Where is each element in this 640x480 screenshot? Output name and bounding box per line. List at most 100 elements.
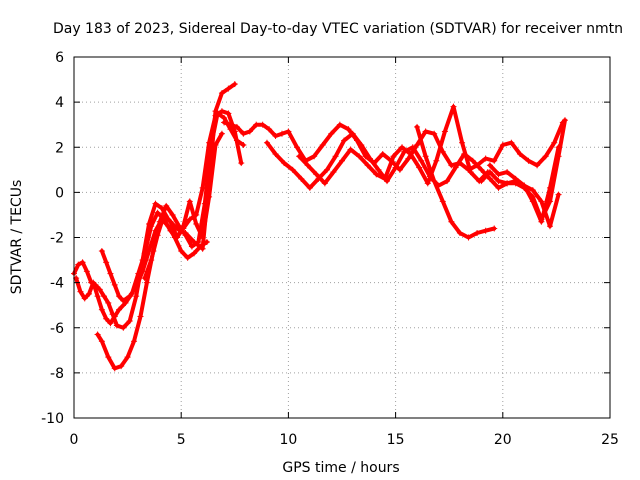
data-point (373, 171, 380, 178)
data-point (504, 180, 511, 187)
data-point (512, 175, 519, 182)
data-point (416, 164, 423, 171)
data-point (113, 322, 120, 329)
data-point (206, 193, 213, 200)
series-line (99, 217, 209, 303)
data-point (139, 268, 146, 275)
data-point (534, 162, 541, 169)
data-point (495, 184, 502, 191)
data-point (105, 354, 112, 361)
x-axis-label: GPS time / hours (282, 460, 399, 476)
data-point (120, 297, 127, 304)
data-point (225, 110, 232, 117)
data-point (188, 243, 195, 250)
data-point (83, 268, 90, 275)
data-point (478, 178, 485, 185)
data-point (538, 198, 545, 205)
data-point (298, 175, 305, 182)
data-point (339, 157, 345, 164)
data-point (141, 275, 148, 282)
y-tick-label: 0 (55, 185, 64, 201)
data-point (180, 223, 187, 230)
data-point (431, 130, 438, 137)
x-tick-label: 15 (387, 432, 405, 448)
data-point (491, 225, 498, 232)
data-point (304, 162, 311, 169)
data-point (214, 110, 221, 117)
data-point (450, 103, 457, 110)
data-point (555, 191, 562, 198)
data-point (182, 232, 189, 239)
data-point (227, 121, 234, 128)
data-point (431, 178, 438, 185)
data-point (289, 166, 296, 173)
data-point (508, 139, 515, 146)
data-point (81, 295, 88, 302)
y-tick-label: -10 (41, 411, 64, 427)
data-point (195, 239, 202, 246)
data-point (330, 169, 337, 176)
data-point (218, 90, 225, 97)
data-point (551, 139, 558, 146)
y-tick-label: -4 (50, 276, 64, 292)
data-point (347, 146, 354, 153)
series-arc-5 (141, 130, 225, 282)
data-point (98, 306, 105, 313)
data-point (516, 151, 523, 158)
data-point (358, 141, 365, 148)
data-point (321, 180, 328, 187)
data-point (332, 153, 339, 160)
data-point (293, 144, 300, 151)
data-point (263, 139, 270, 146)
data-point (319, 141, 326, 148)
y-tick-label: -6 (50, 321, 64, 337)
data-point (414, 123, 421, 130)
chart-title: Day 183 of 2023, Sidereal Day-to-day VTE… (53, 21, 623, 37)
data-point (94, 293, 101, 300)
x-tick-label: 20 (494, 432, 512, 448)
data-point (546, 198, 553, 205)
data-point (313, 171, 320, 178)
data-point (538, 216, 545, 223)
y-axis-label: SDTVAR / TECUs (9, 180, 25, 295)
data-point (133, 284, 140, 291)
data-point (218, 130, 225, 137)
data-point (148, 257, 155, 264)
data-point (75, 261, 82, 268)
data-point (146, 248, 153, 255)
data-point (86, 290, 93, 297)
data-point (364, 162, 371, 169)
data-point (116, 293, 123, 300)
y-tick-label: -8 (50, 366, 64, 382)
data-point (259, 121, 266, 128)
data-point (186, 216, 193, 223)
data-point (143, 279, 150, 286)
data-point (405, 155, 412, 162)
data-point (561, 117, 568, 124)
data-point (422, 128, 429, 135)
data-point (542, 153, 549, 160)
data-point (111, 365, 118, 372)
data-point (105, 299, 112, 306)
data-point (96, 286, 103, 293)
data-point (225, 85, 232, 92)
data-point (504, 169, 511, 176)
data-point (94, 331, 101, 338)
data-point (278, 130, 285, 137)
data-point (191, 250, 198, 257)
data-point (178, 248, 185, 255)
data-point (482, 227, 489, 234)
data-point (169, 211, 176, 218)
data-point (336, 121, 343, 128)
data-point (118, 363, 125, 370)
data-point (306, 184, 313, 191)
data-point (163, 202, 170, 209)
data-point (482, 155, 489, 162)
data-point (495, 178, 502, 185)
data-point (233, 137, 240, 144)
data-point (272, 151, 279, 158)
data-point (107, 320, 114, 327)
data-point (529, 193, 536, 200)
data-point (448, 218, 455, 225)
data-point (375, 166, 382, 173)
